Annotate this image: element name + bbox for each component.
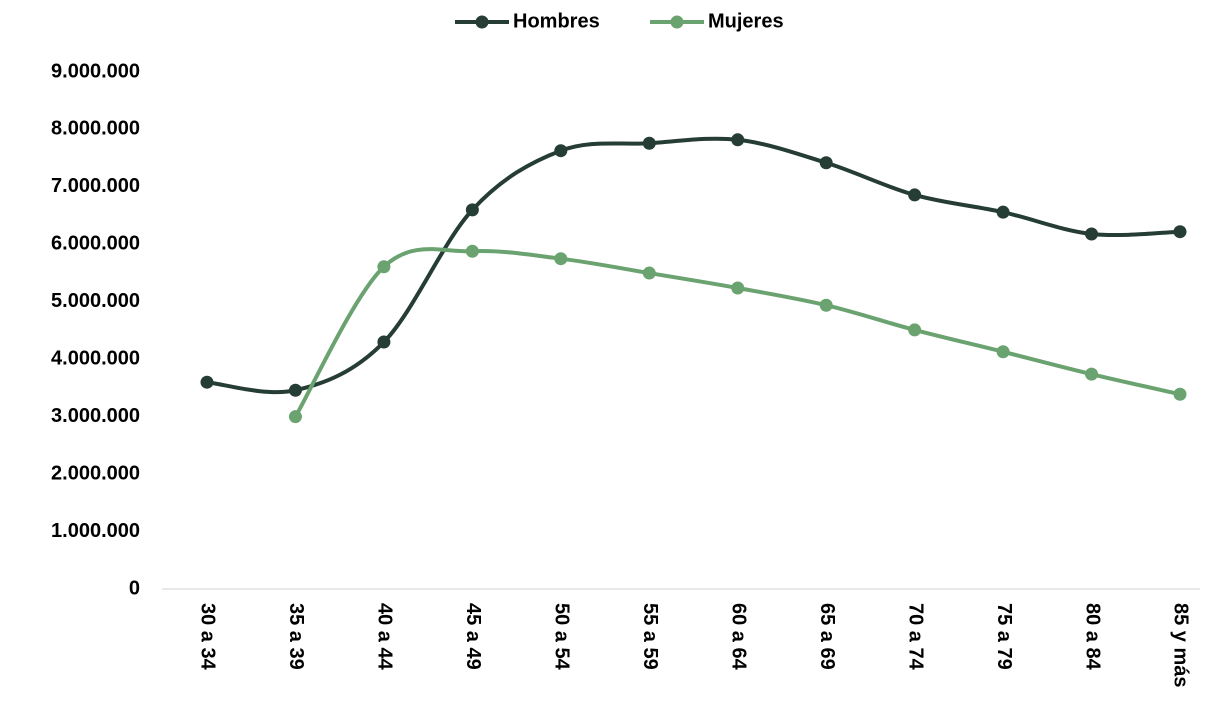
y-tick-label: 8.000.000 bbox=[51, 118, 140, 140]
x-tick-label: 60 a 64 bbox=[727, 603, 749, 671]
data-point bbox=[1173, 225, 1187, 239]
data-point bbox=[288, 383, 302, 397]
y-tick-label: 0 bbox=[129, 577, 140, 599]
x-tick-label: 35 a 39 bbox=[285, 603, 307, 670]
data-point bbox=[996, 205, 1010, 219]
data-point bbox=[288, 410, 302, 424]
y-tick-label: 4.000.000 bbox=[51, 348, 140, 370]
series-line bbox=[206, 136, 1181, 395]
x-tick-label: 40 a 44 bbox=[374, 603, 396, 671]
legend-label: Mujeres bbox=[708, 10, 784, 32]
series-line bbox=[293, 247, 1181, 418]
y-tick-label: 7.000.000 bbox=[51, 175, 140, 197]
data-point bbox=[554, 252, 568, 266]
legend-label: Hombres bbox=[513, 10, 600, 32]
y-tick-label: 6.000.000 bbox=[51, 233, 140, 255]
data-point bbox=[819, 156, 833, 170]
data-point bbox=[908, 188, 922, 202]
x-tick-label: 30 a 34 bbox=[197, 603, 219, 671]
x-tick-label: 50 a 54 bbox=[551, 603, 573, 671]
x-tick-label: 70 a 74 bbox=[904, 603, 926, 671]
x-tick-label: 45 a 49 bbox=[462, 603, 484, 670]
data-point bbox=[908, 323, 922, 337]
data-point bbox=[642, 136, 656, 150]
data-point bbox=[377, 260, 391, 274]
data-point bbox=[465, 203, 479, 217]
y-tick-label: 9.000.000 bbox=[51, 60, 140, 82]
data-point bbox=[554, 144, 568, 158]
data-point bbox=[731, 281, 745, 295]
x-tick-label: 75 a 79 bbox=[993, 603, 1015, 670]
data-point bbox=[1173, 387, 1187, 401]
data-point bbox=[731, 133, 745, 147]
data-point bbox=[465, 244, 479, 258]
x-tick-label: 80 a 84 bbox=[1081, 603, 1103, 671]
y-tick-label: 3.000.000 bbox=[51, 405, 140, 427]
y-tick-label: 2.000.000 bbox=[51, 462, 140, 484]
x-tick-label: 55 a 59 bbox=[639, 603, 661, 670]
data-point bbox=[1085, 227, 1099, 241]
x-tick-label: 85 y más bbox=[1170, 603, 1192, 688]
data-point bbox=[996, 345, 1010, 359]
data-point bbox=[377, 335, 391, 349]
data-point bbox=[1085, 367, 1099, 381]
x-tick-label: 65 a 69 bbox=[816, 603, 838, 670]
data-point bbox=[819, 298, 833, 312]
data-point bbox=[200, 375, 214, 389]
y-tick-label: 5.000.000 bbox=[51, 290, 140, 312]
y-tick-label: 1.000.000 bbox=[51, 520, 140, 542]
legend-marker bbox=[475, 15, 489, 29]
data-point bbox=[642, 266, 656, 280]
legend-marker bbox=[670, 15, 684, 29]
